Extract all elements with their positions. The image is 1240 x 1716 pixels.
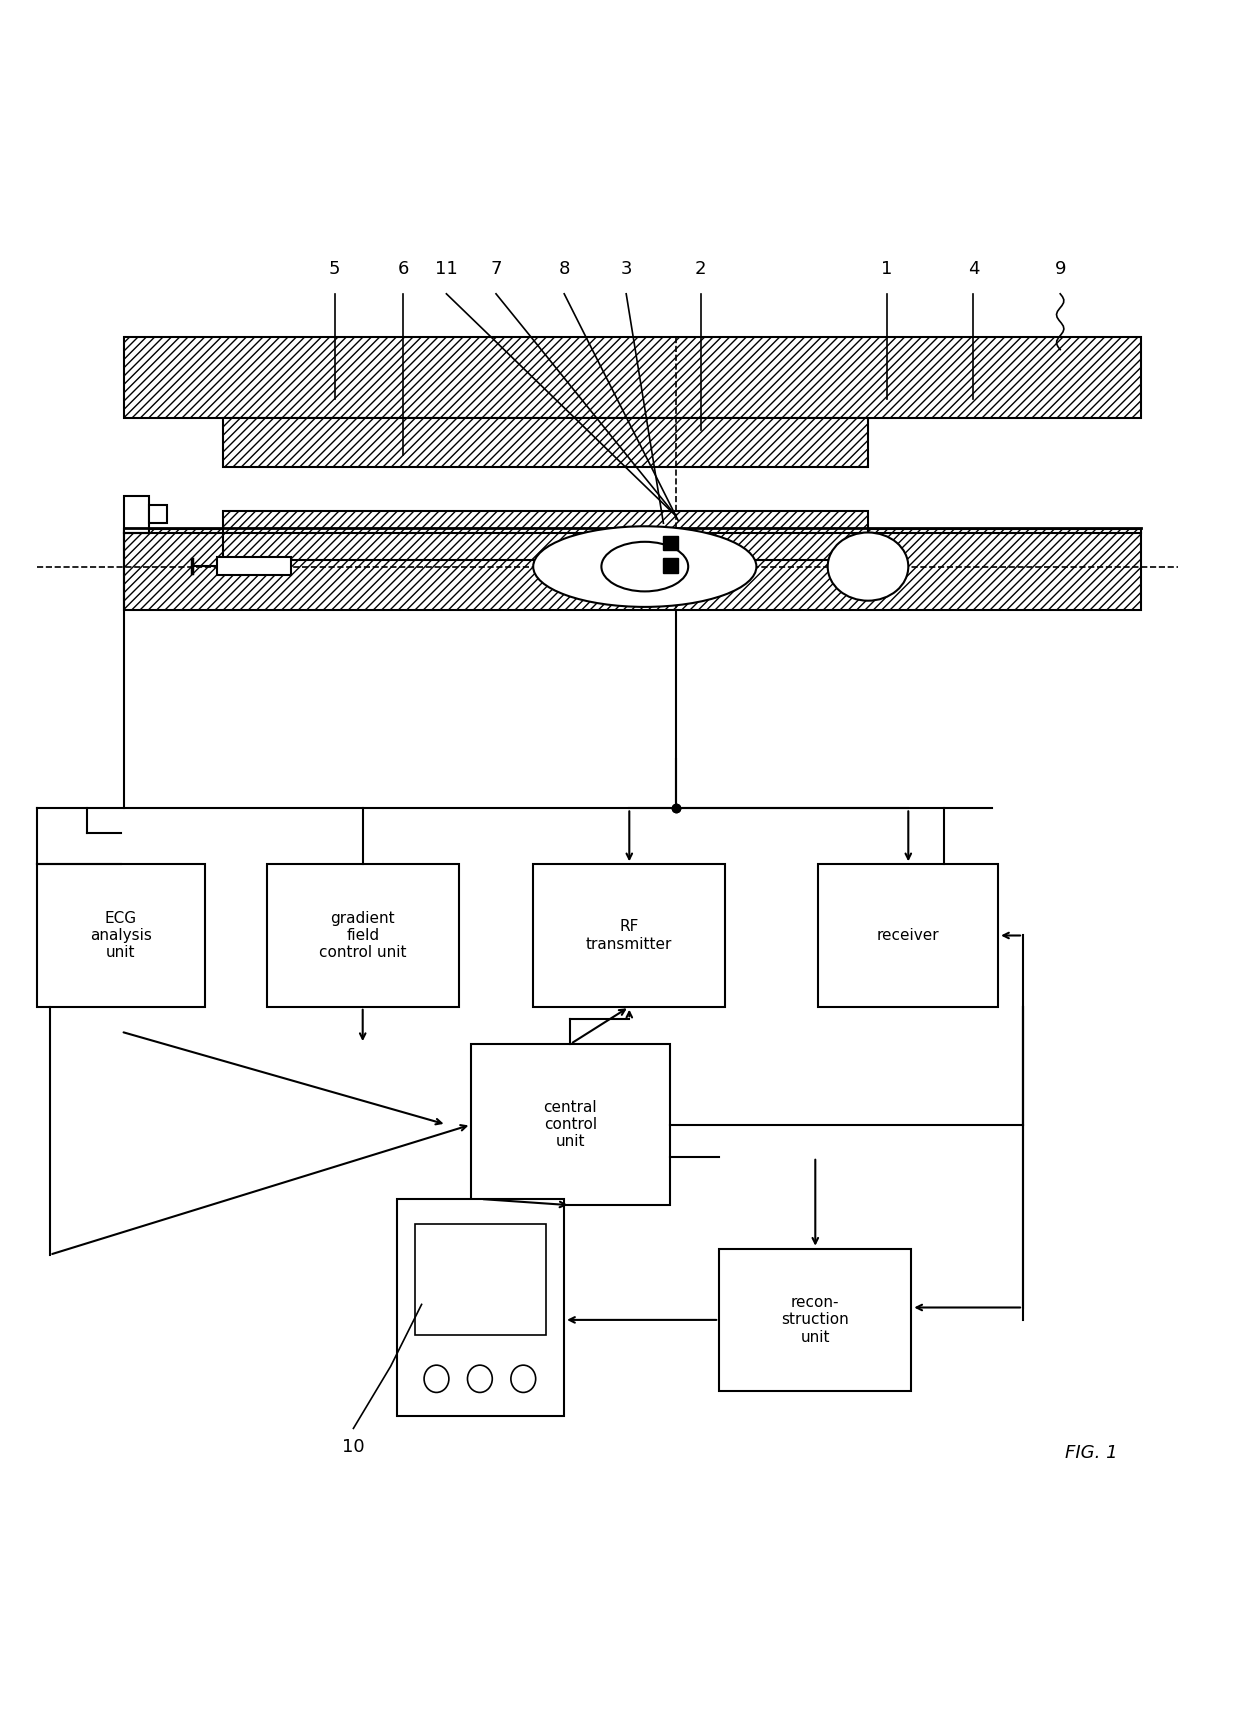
Text: 10: 10 — [342, 1438, 365, 1455]
Text: recon-
struction
unit: recon- struction unit — [781, 1296, 849, 1345]
Bar — [267, 865, 459, 1007]
Text: 6: 6 — [397, 261, 409, 278]
Bar — [397, 1199, 564, 1416]
Ellipse shape — [533, 527, 756, 607]
Text: receiver: receiver — [877, 928, 940, 944]
Text: FIG. 1: FIG. 1 — [1065, 1445, 1117, 1462]
Bar — [818, 865, 998, 1007]
Bar — [533, 865, 725, 1007]
Bar — [663, 535, 678, 551]
Text: ECG
analysis
unit: ECG analysis unit — [91, 911, 151, 961]
Text: 5: 5 — [329, 261, 341, 278]
Ellipse shape — [828, 532, 908, 601]
Bar — [124, 530, 1141, 609]
Text: 11: 11 — [435, 261, 458, 278]
Bar — [719, 1249, 911, 1392]
Bar — [471, 1043, 670, 1205]
Text: 3: 3 — [620, 261, 632, 278]
Bar — [124, 338, 1141, 417]
Bar — [37, 865, 205, 1007]
Bar — [663, 558, 678, 573]
Text: 7: 7 — [490, 261, 502, 278]
Text: RF
transmitter: RF transmitter — [587, 920, 672, 952]
Text: 8: 8 — [558, 261, 570, 278]
Bar — [149, 505, 167, 523]
Text: 4: 4 — [967, 261, 980, 278]
Text: 2: 2 — [694, 261, 707, 278]
Bar — [223, 417, 868, 467]
Bar — [217, 556, 291, 575]
Text: 1: 1 — [880, 261, 893, 278]
Bar — [124, 496, 149, 534]
Text: gradient
field
control unit: gradient field control unit — [319, 911, 407, 961]
Bar — [223, 511, 868, 561]
Text: central
control
unit: central control unit — [543, 1100, 598, 1150]
Bar — [415, 1224, 546, 1335]
Text: 9: 9 — [1054, 261, 1066, 278]
